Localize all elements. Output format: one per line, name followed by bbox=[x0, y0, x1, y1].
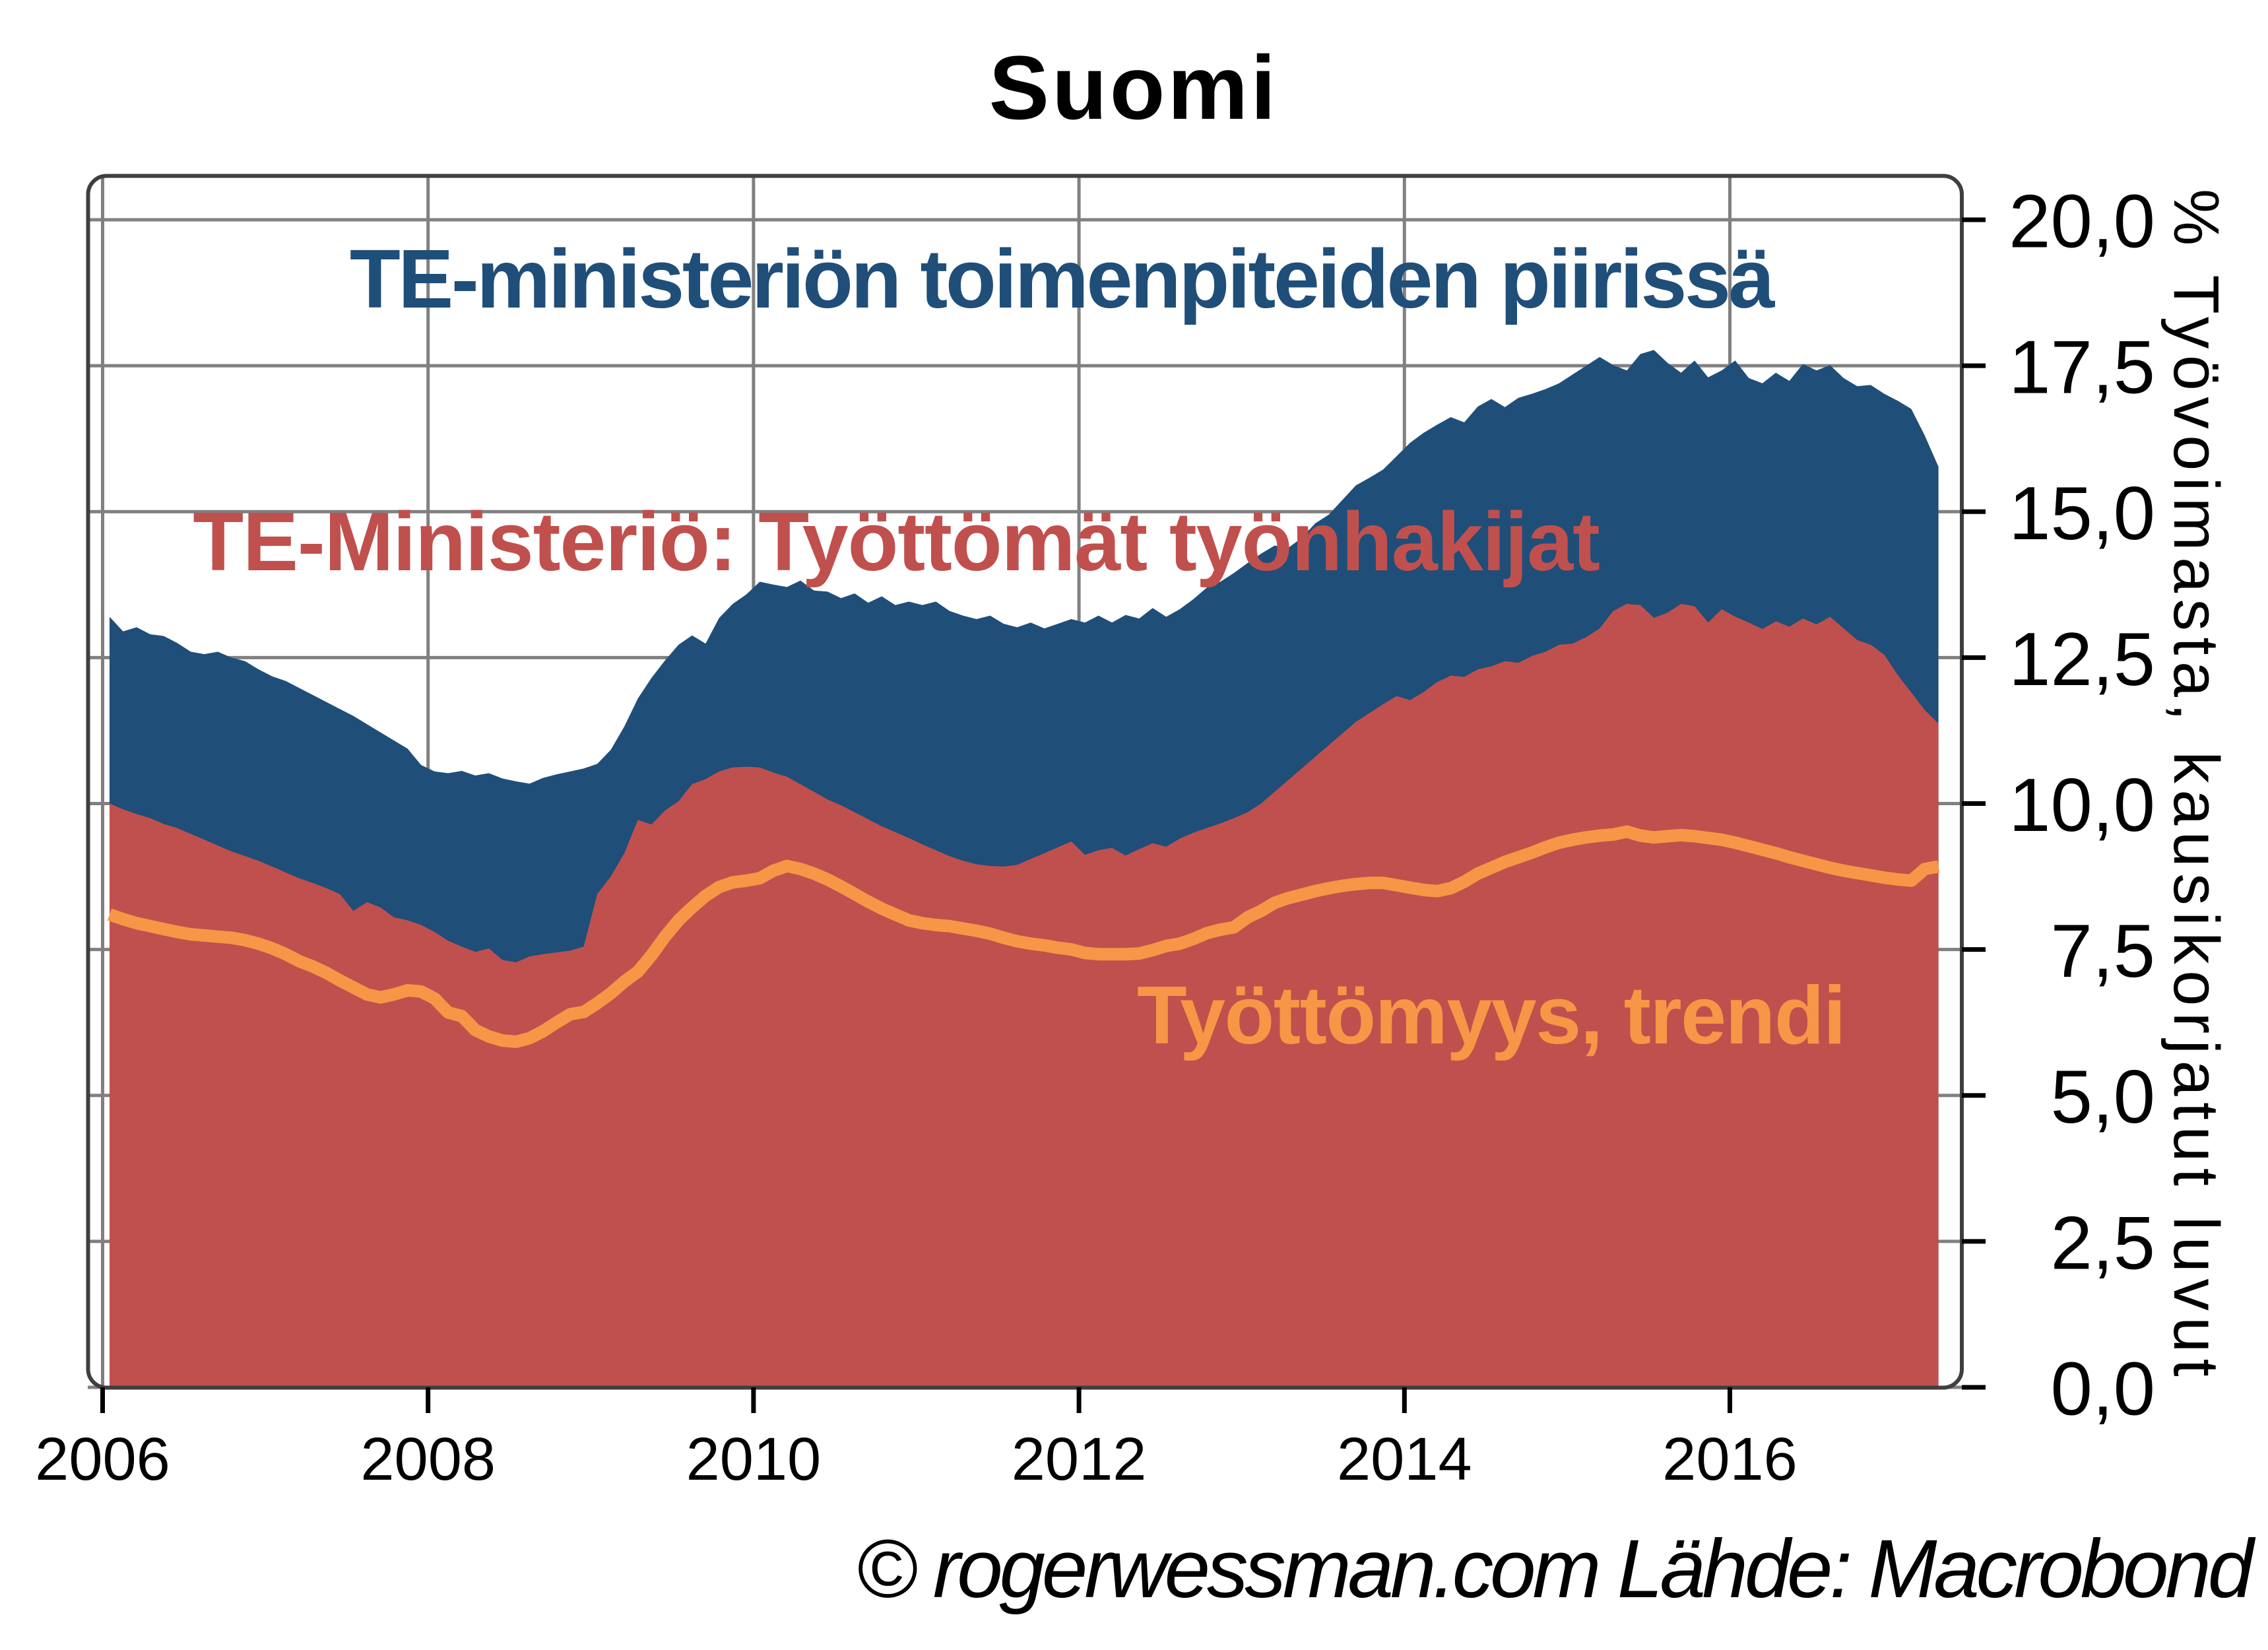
svg-text:5,0: 5,0 bbox=[2051, 1055, 2155, 1139]
svg-text:2012: 2012 bbox=[1012, 1426, 1147, 1493]
svg-text:7,5: 7,5 bbox=[2051, 909, 2155, 993]
svg-text:0,0: 0,0 bbox=[2051, 1348, 2155, 1432]
svg-text:2014: 2014 bbox=[1337, 1426, 1472, 1493]
svg-text:% Työvoimasta, kausikorjatut l: % Työvoimasta, kausikorjatut luvut bbox=[2160, 189, 2232, 1383]
svg-text:TE-Ministeriö: Työttömät työnh: TE-Ministeriö: Työttömät työnhakijat bbox=[193, 495, 1600, 588]
svg-text:TE-ministeriön toimenpiteiden: TE-ministeriön toimenpiteiden piirissä bbox=[350, 232, 1776, 325]
svg-text:© rogerwessman.com Lähde: Macr: © rogerwessman.com Lähde: Macrobond bbox=[856, 1523, 2255, 1615]
svg-text:2008: 2008 bbox=[360, 1426, 496, 1493]
svg-text:17,5: 17,5 bbox=[2009, 326, 2155, 410]
svg-text:2006: 2006 bbox=[35, 1426, 170, 1493]
svg-text:2010: 2010 bbox=[686, 1426, 822, 1493]
svg-text:15,0: 15,0 bbox=[2009, 472, 2155, 556]
svg-text:12,5: 12,5 bbox=[2009, 618, 2155, 702]
svg-text:2016: 2016 bbox=[1662, 1426, 1798, 1493]
svg-text:10,0: 10,0 bbox=[2009, 764, 2155, 847]
svg-text:Suomi: Suomi bbox=[989, 38, 1279, 139]
svg-text:20,0: 20,0 bbox=[2009, 180, 2155, 264]
svg-text:2,5: 2,5 bbox=[2051, 1201, 2155, 1285]
svg-text:Työttömyys, trendi: Työttömyys, trendi bbox=[1137, 970, 1845, 1061]
